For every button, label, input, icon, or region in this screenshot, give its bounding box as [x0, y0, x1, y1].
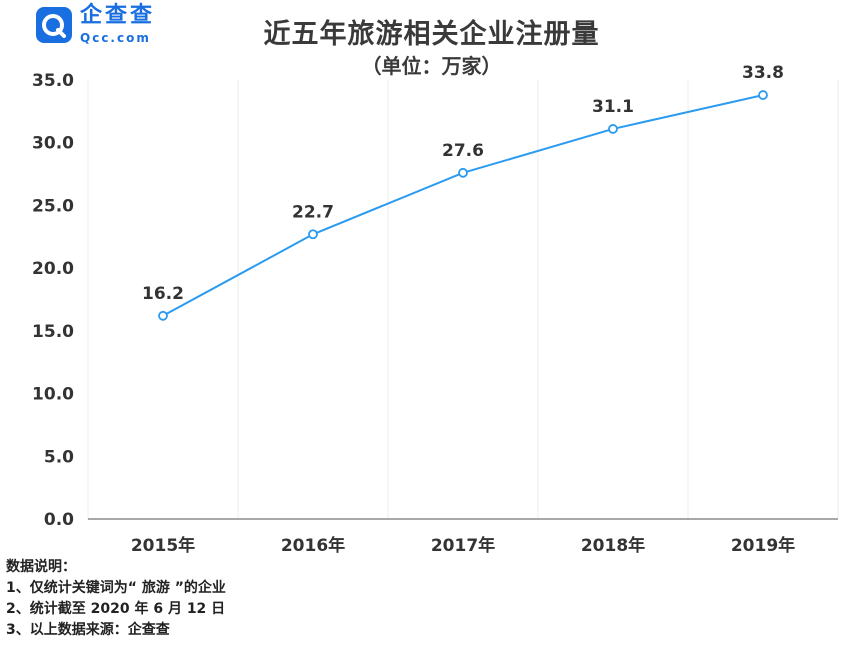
data-point: [458, 167, 468, 178]
data-point: [158, 310, 168, 321]
chart-title: 近五年旅游相关企业注册量: [263, 19, 600, 50]
brand-logo: 企查查 Qcc.com: [36, 5, 155, 44]
y-tick-label: 10.0: [32, 385, 74, 405]
y-tick-label: 20.0: [32, 259, 74, 279]
x-tick-label: 2016年: [281, 535, 345, 556]
y-tick-label: 5.0: [44, 447, 74, 467]
y-tick-label: 35.0: [32, 71, 74, 91]
note-item: 3、以上数据来源：企查查: [6, 622, 170, 638]
x-tick-label: 2018年: [581, 535, 645, 556]
data-label: 27.6: [442, 141, 484, 161]
x-tick-label: 2017年: [431, 535, 495, 556]
data-point: [608, 124, 618, 134]
y-tick-label: 0.0: [44, 510, 74, 530]
data-point: [758, 90, 768, 100]
y-tick-label: 15.0: [32, 322, 74, 342]
x-tick-label: 2019年: [731, 535, 795, 556]
chart-subtitle: （单位：万家）: [361, 54, 502, 78]
y-tick-label: 30.0: [32, 134, 74, 154]
note-item: 2、统计截至 2020 年 6 月 12 日: [6, 601, 226, 617]
data-label: 16.2: [142, 284, 184, 304]
y-tick-label: 25.0: [32, 196, 74, 216]
logo-brand-en: Qcc.com: [80, 31, 151, 45]
x-tick-label: 2015年: [131, 535, 195, 556]
note-item: 1、仅统计关键词为“ 旅游 ”的企业: [6, 580, 226, 596]
series-line: [162, 94, 764, 317]
data-label: 31.1: [592, 97, 634, 117]
data-label: 33.8: [742, 63, 784, 83]
line-chart: 0.0 5.0 10.0 15.0 20.0 25.0 30.0 35.0 2015年 2016年…: [32, 63, 839, 556]
data-point: [308, 229, 318, 240]
notes-heading: 数据说明：: [6, 559, 76, 575]
data-label: 22.7: [292, 202, 334, 222]
qcc-logo-icon: [36, 6, 72, 43]
data-notes: 数据说明： 1、仅统计关键词为“ 旅游 ”的企业 2、统计截至 2020 年 6…: [6, 557, 226, 641]
logo-brand-cn: 企查查: [80, 3, 156, 28]
